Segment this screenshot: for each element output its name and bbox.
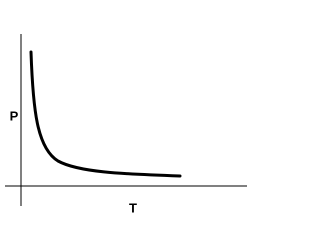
x-axis-label: T <box>129 200 137 215</box>
curve <box>29 50 182 178</box>
background <box>0 0 269 239</box>
diagram: P T <box>0 0 269 239</box>
y-axis-label: P <box>10 108 19 123</box>
